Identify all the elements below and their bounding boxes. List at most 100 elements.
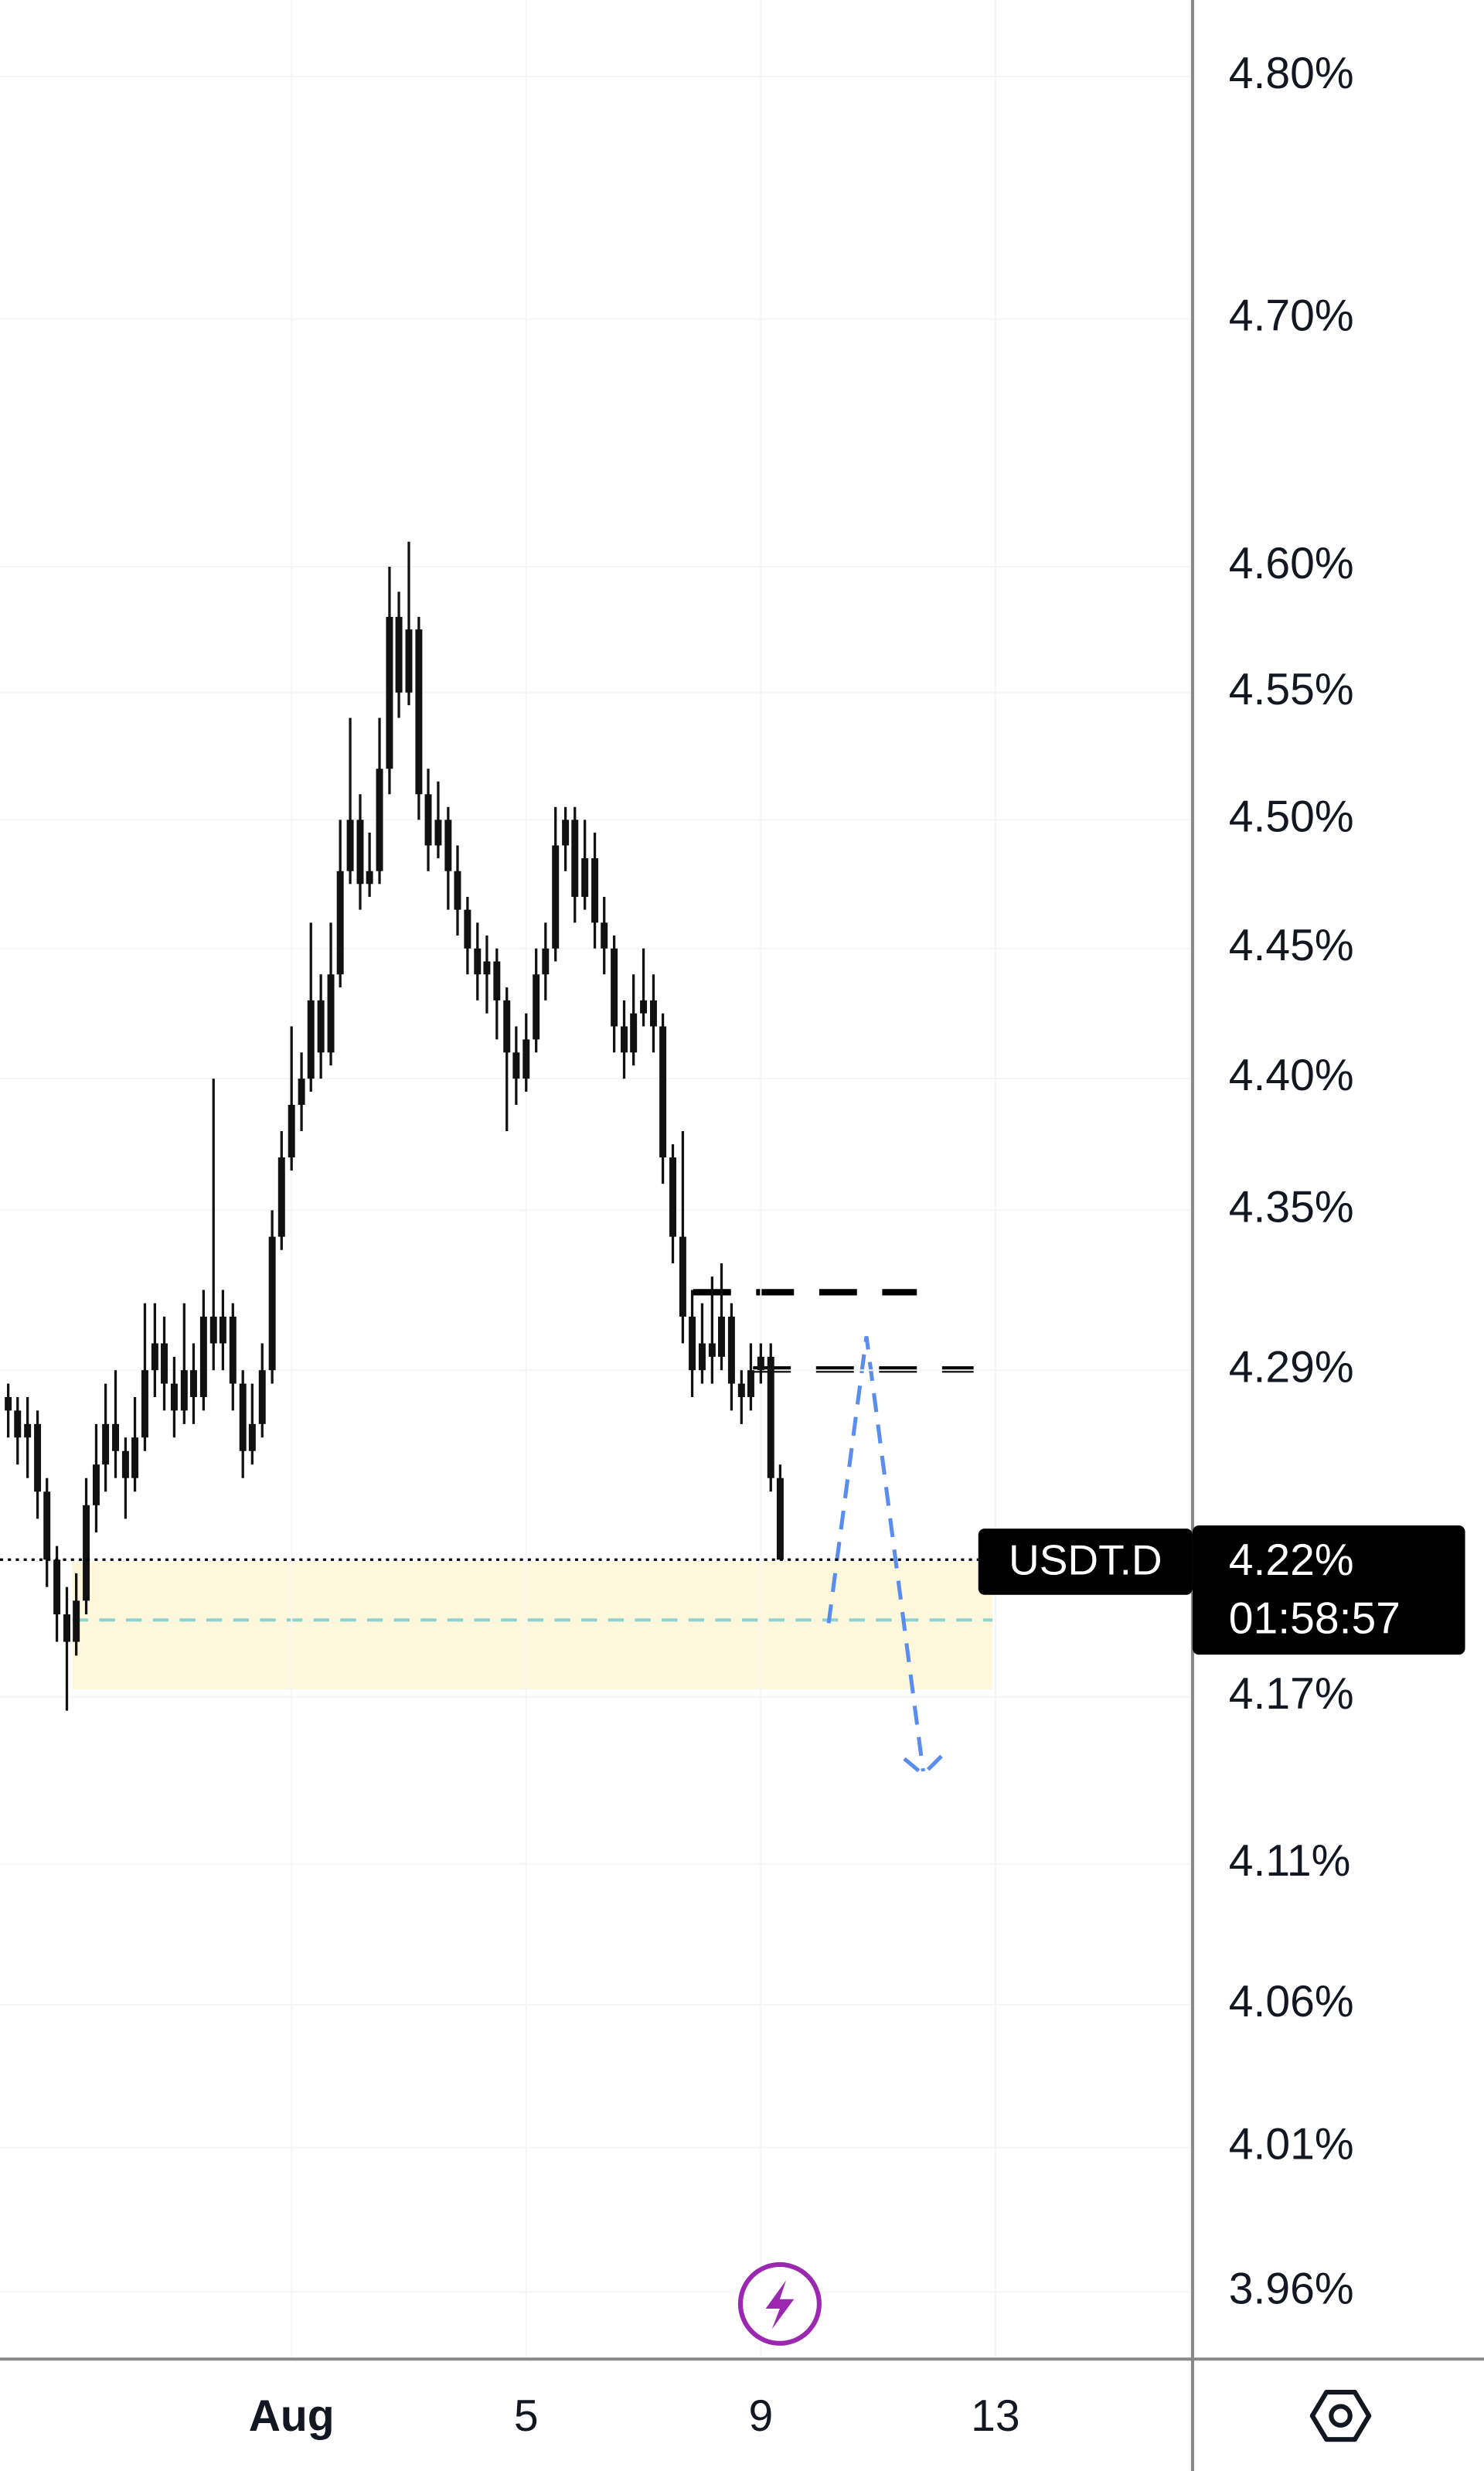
y-tick-label: 4.17%	[1229, 1669, 1354, 1719]
candle-body	[727, 1316, 735, 1384]
candle-body	[581, 858, 589, 897]
candle-body	[503, 1000, 511, 1053]
candle-body	[346, 820, 354, 871]
candle-body	[454, 871, 461, 910]
candle-body	[258, 1370, 266, 1424]
candle-body	[621, 1026, 628, 1053]
candle-body	[63, 1614, 71, 1642]
y-tick-label: 4.60%	[1229, 539, 1354, 588]
candle-body	[53, 1559, 61, 1615]
candle-body	[630, 1013, 638, 1053]
support-zone	[72, 1561, 993, 1690]
candle-body	[161, 1343, 168, 1384]
y-tick-label: 4.01%	[1229, 2120, 1354, 2169]
candle-body	[542, 948, 550, 975]
y-tick-label: 4.45%	[1229, 921, 1354, 970]
candle-body	[73, 1600, 80, 1642]
x-tick-label: Aug	[249, 2391, 335, 2441]
y-tick-label: 4.11%	[1229, 1836, 1351, 1886]
y-tick-label: 4.29%	[1229, 1342, 1354, 1392]
candle-body	[219, 1316, 226, 1344]
y-tick-label: 4.70%	[1229, 291, 1354, 341]
candle-body	[170, 1383, 178, 1411]
candle-body	[317, 1000, 325, 1053]
candle-body	[24, 1423, 32, 1438]
candle-body	[533, 974, 540, 1040]
candle-body	[395, 616, 403, 693]
candle-body	[288, 1104, 295, 1157]
candle-body	[649, 1000, 657, 1027]
candle-body	[189, 1370, 197, 1397]
candle-body	[14, 1410, 22, 1438]
candle-body	[512, 1052, 520, 1079]
candle-body	[415, 629, 423, 795]
candle-body	[34, 1423, 42, 1492]
candle-body	[307, 1000, 315, 1079]
candle-body	[562, 820, 570, 846]
candle-body	[209, 1316, 217, 1344]
candle-body	[121, 1450, 129, 1478]
candle-body	[679, 1236, 686, 1317]
last-price-label: 4.22%	[1229, 1535, 1354, 1585]
candle-body	[424, 794, 432, 846]
candle-body	[571, 820, 579, 897]
candle-body	[43, 1491, 51, 1560]
candle-body	[277, 1157, 285, 1237]
x-tick-label: 13	[971, 2391, 1019, 2441]
candle-body	[131, 1437, 139, 1478]
candle-body	[336, 871, 344, 975]
candle-body	[102, 1423, 110, 1465]
candle-body	[298, 1079, 305, 1105]
candle-body	[552, 845, 560, 949]
candle-body	[659, 1026, 667, 1157]
candle-body	[327, 974, 335, 1053]
candle-body	[669, 1157, 676, 1237]
candle-body	[708, 1343, 716, 1357]
candle-body	[757, 1356, 764, 1371]
y-tick-label: 4.55%	[1229, 665, 1354, 714]
candle-body	[386, 616, 393, 769]
price-badge	[1192, 1525, 1465, 1655]
x-tick-label: 5	[514, 2391, 539, 2441]
y-tick-label: 4.50%	[1229, 792, 1354, 841]
candle-body	[141, 1370, 148, 1438]
candle-body	[601, 922, 608, 949]
candle-body	[474, 948, 482, 975]
candle-body	[493, 961, 501, 1000]
axis-labels: 4.80% 4.70% 4.60% 4.55% 4.50% 4.45% 4.40% 4.35%…	[249, 49, 1354, 2441]
y-tick-label: 4.40%	[1229, 1051, 1354, 1100]
candle-body	[522, 1039, 530, 1079]
x-tick-label: 9	[748, 2391, 773, 2441]
y-tick-label: 3.96%	[1229, 2265, 1354, 2314]
candle-body	[464, 909, 471, 949]
countdown: 01:58:57	[1229, 1593, 1401, 1643]
candle-body	[229, 1316, 237, 1384]
candle-body	[92, 1464, 100, 1505]
candle-body	[239, 1383, 247, 1451]
candle-body	[611, 948, 618, 1027]
candle-body	[747, 1370, 754, 1397]
settings-button[interactable]	[1309, 2389, 1372, 2442]
candle-body	[405, 629, 413, 693]
y-tick-label: 4.35%	[1229, 1182, 1354, 1232]
candle-body	[268, 1236, 276, 1371]
candle-body	[112, 1423, 119, 1451]
lightning-button[interactable]	[737, 2261, 822, 2346]
candle-body	[698, 1343, 706, 1371]
plot	[0, 541, 979, 1711]
symbol-badge	[978, 1529, 1193, 1595]
candle-body	[356, 820, 364, 884]
candle-body	[248, 1423, 256, 1451]
candle-body	[444, 820, 452, 871]
projection-arrow	[826, 1336, 947, 1777]
symbol-label: USDT.D	[1009, 1535, 1162, 1583]
candle-body	[5, 1396, 12, 1411]
candle-body	[366, 871, 373, 884]
candle-body	[767, 1356, 774, 1478]
candle-body	[591, 858, 599, 923]
candle-body	[83, 1505, 90, 1601]
